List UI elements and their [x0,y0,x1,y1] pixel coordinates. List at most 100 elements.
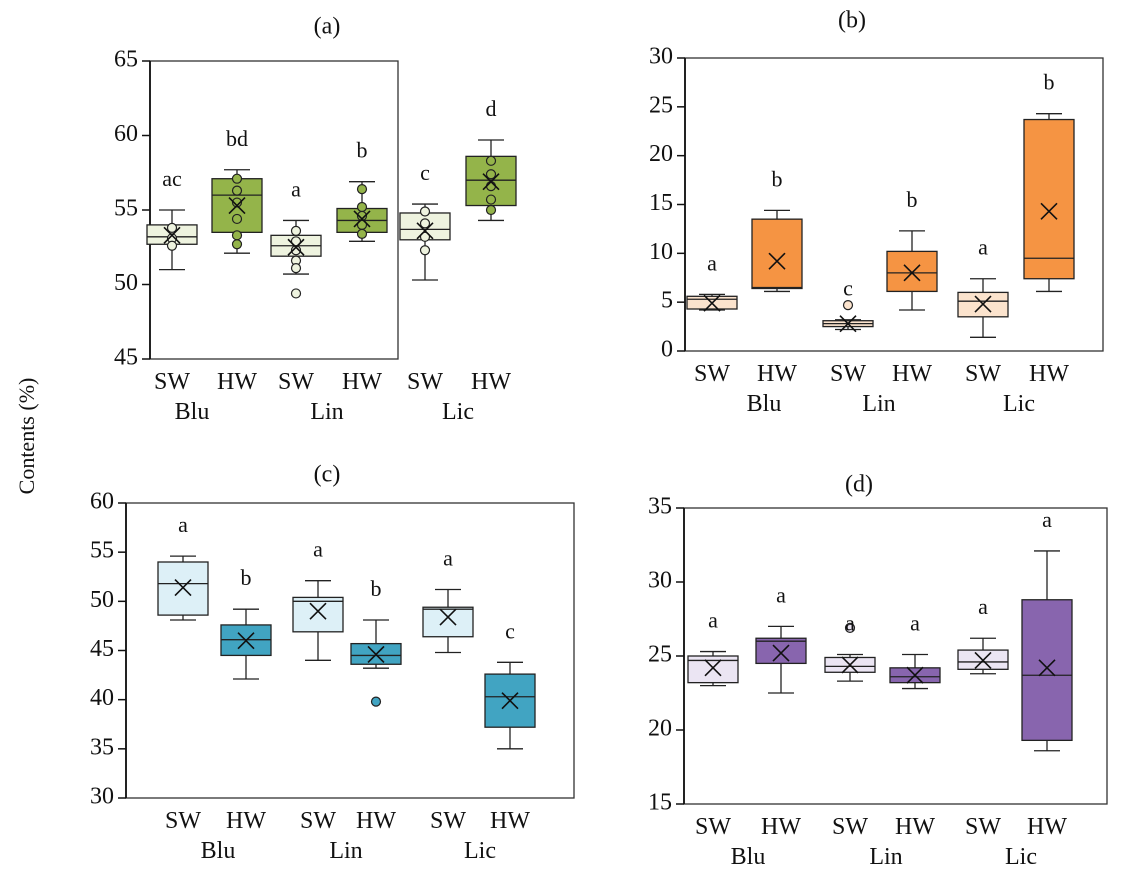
significance-letter: a [978,235,988,260]
x-tick-label: HW [1029,361,1069,387]
significance-letter: ac [162,166,182,191]
significance-letter: a [776,582,786,607]
data-point [166,222,178,233]
x-tick-label: SW [430,808,466,834]
box-hw: b HW [886,187,938,387]
significance-letter: a [910,611,920,636]
mean-marker [903,264,921,282]
x-group-label: Lic [1005,844,1037,870]
mean-marker [309,602,327,620]
mean-marker [703,294,721,312]
y-tick-label: 20 [649,141,673,167]
panel-1: (b) 0 5 10 15 20 25 30 a SW b HW c SW b HW a SW b HW Blu Lin L… [649,8,1104,417]
x-group-label: Lic [442,399,474,425]
significance-letter: b [241,565,252,590]
y-tick-label: 50 [114,270,138,296]
y-tick-label: 0 [661,337,673,363]
mean-marker [974,295,992,313]
data-point [231,213,243,225]
box-sw: a SW [686,250,738,387]
mean-marker [439,608,457,626]
mean-marker [974,651,992,670]
x-tick-label: HW [471,369,511,395]
significance-letter: a [978,594,988,619]
x-tick-label: HW [761,814,801,840]
iqr-box [292,596,344,633]
y-tick-label: 45 [114,345,138,371]
data-point [231,239,243,250]
data-point [419,245,431,256]
significance-letter: b [357,138,368,163]
box-sw: a SW [824,611,876,840]
box-sw: a SW [157,512,209,834]
panel-title: (d) [845,472,873,498]
mean-marker [841,656,859,674]
iqr-box [1021,599,1073,742]
significance-letter: b [371,576,382,601]
significance-letter: a [708,608,718,633]
panel-2: (c) 30 35 40 45 50 55 60 a SW b HW a SW b HW a SW c HW Blu Li… [90,462,575,864]
x-tick-label: SW [407,369,443,395]
panel-title: (c) [314,462,341,488]
mean-marker [906,666,924,684]
x-group-label: Lic [1003,391,1035,417]
significance-letter: b [907,187,918,212]
box-hw: b HW [1023,70,1075,387]
box-sw: a SW [957,594,1009,840]
x-tick-label: HW [342,369,382,395]
significance-letter: c [843,276,853,301]
x-tick-label: SW [965,361,1001,387]
significance-letter: a [707,250,717,275]
x-group-label: Lin [862,391,895,417]
x-tick-label: HW [490,808,530,834]
box-sw: c SW [399,160,451,395]
x-tick-label: HW [895,814,935,840]
data-point [356,184,368,195]
mean-marker [367,645,385,663]
y-axis-label-text: Contents (%) [14,377,39,495]
data-point [485,155,497,166]
x-group-label: Blu [201,838,236,864]
x-group-label: Lin [310,399,343,425]
data-point [844,622,856,633]
mean-marker [228,196,246,215]
iqr-box [1023,118,1075,280]
significance-letter: c [420,160,430,185]
data-point [485,169,497,180]
box-hw: b HW [220,565,272,834]
mean-marker [416,222,434,240]
significance-letter: c [505,618,515,643]
panel-title: (b) [838,8,866,34]
x-tick-label: HW [1027,814,1067,840]
mean-marker [772,644,790,662]
mean-marker [1040,202,1058,220]
x-group-label: Lin [869,844,902,870]
iqr-box [755,637,807,665]
x-group-label: Blu [175,399,210,425]
y-tick-label: 45 [90,636,114,662]
box-sw: a SW [292,537,344,834]
box-hw: b HW [350,576,402,834]
significance-letter: a [313,537,323,562]
box-hw: d HW [465,96,517,395]
x-tick-label: HW [226,808,266,834]
data-point [356,201,368,213]
box-sw: a SW [422,546,474,834]
box-hw: a HW [1021,507,1073,840]
iqr-box [751,218,803,290]
x-tick-label: SW [278,369,314,395]
y-tick-label: 25 [648,642,672,668]
y-tick-label: 15 [648,790,672,816]
data-point [419,218,431,229]
significance-letter: b [1044,70,1055,95]
x-tick-label: SW [695,814,731,840]
panel-title: (a) [314,14,341,40]
mean-marker [482,173,500,191]
y-tick-label: 30 [648,568,672,594]
y-tick-label: 60 [90,489,114,515]
iqr-box [422,606,474,638]
y-tick-label: 55 [114,196,138,222]
x-tick-label: SW [830,361,866,387]
data-point [231,173,243,184]
data-point [290,245,302,256]
